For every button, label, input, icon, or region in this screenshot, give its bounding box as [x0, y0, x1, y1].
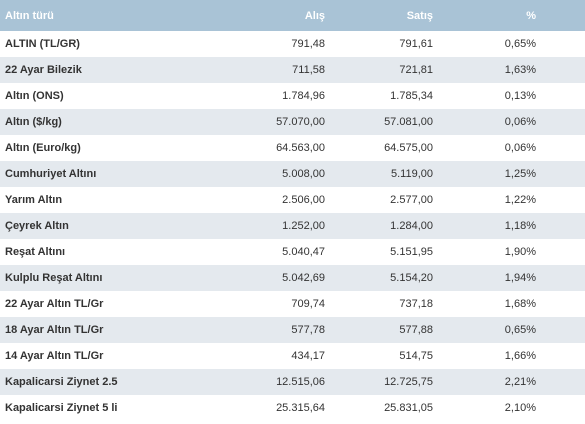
table-row: Çeyrek Altın 1.252,00 1.284,00 1,18%	[0, 213, 585, 239]
gold-type-cell[interactable]: 22 Ayar Altın TL/Gr	[5, 298, 104, 310]
buy-price-cell: 5.040,47	[282, 246, 325, 258]
gold-type-cell[interactable]: ALTIN (TL/GR)	[5, 38, 80, 50]
gold-type-cell[interactable]: Kapalicarsi Ziynet 5 li	[5, 402, 118, 414]
change-percent-cell: 2,21%	[504, 376, 536, 388]
row-spacer	[536, 239, 585, 265]
table-row: 22 Ayar Altın TL/Gr 709,74 737,18 1,68%	[0, 291, 585, 317]
buy-price-cell: 5.042,69	[282, 272, 325, 284]
sell-price-cell: 5.119,00	[390, 168, 433, 180]
gold-type-cell[interactable]: Altın ($/kg)	[5, 116, 62, 128]
gold-type-cell[interactable]: 14 Ayar Altın TL/Gr	[5, 350, 104, 362]
gold-type-cell[interactable]: Altın (Euro/kg)	[5, 142, 81, 154]
header-sell[interactable]: Satış	[406, 9, 433, 22]
row-spacer	[536, 369, 585, 395]
gold-type-cell[interactable]: 22 Ayar Bilezik	[5, 64, 82, 76]
change-percent-cell: 1,68%	[504, 298, 536, 310]
table-row: Yarım Altın 2.506,00 2.577,00 1,22%	[0, 187, 585, 213]
row-spacer	[536, 135, 585, 161]
row-spacer	[536, 395, 585, 421]
row-spacer	[536, 343, 585, 369]
row-spacer	[536, 83, 585, 109]
change-percent-cell: 0,65%	[504, 324, 536, 336]
sell-price-cell: 1.785,34	[390, 90, 433, 102]
change-percent-cell: 1,66%	[504, 350, 536, 362]
sell-price-cell: 577,88	[399, 324, 433, 336]
row-spacer	[536, 31, 585, 57]
row-spacer	[536, 187, 585, 213]
gold-type-cell[interactable]: 18 Ayar Altın TL/Gr	[5, 324, 104, 336]
gold-type-cell[interactable]: Kapalicarsi Ziynet 2.5	[5, 376, 118, 388]
change-percent-cell: 1,90%	[504, 246, 536, 258]
header-spacer	[536, 0, 585, 31]
table-row: ALTIN (TL/GR) 791,48 791,61 0,65%	[0, 31, 585, 57]
table-row: Altın ($/kg) 57.070,00 57.081,00 0,06%	[0, 109, 585, 135]
sell-price-cell: 1.284,00	[390, 220, 433, 232]
buy-price-cell: 577,78	[291, 324, 325, 336]
table-row: Kapalicarsi Ziynet 2.5 12.515,06 12.725,75…	[0, 369, 585, 395]
row-spacer	[536, 317, 585, 343]
buy-price-cell: 2.506,00	[282, 194, 325, 206]
change-percent-cell: 1,22%	[504, 194, 536, 206]
table-row: Kulplu Reşat Altını 5.042,69 5.154,20 1,94%	[0, 265, 585, 291]
change-percent-cell: 2,10%	[504, 402, 536, 414]
row-spacer	[536, 161, 585, 187]
change-percent-cell: 1,63%	[504, 64, 536, 76]
buy-price-cell: 791,48	[291, 38, 325, 50]
header-buy[interactable]: Alış	[304, 9, 325, 22]
table-row: Altın (ONS) 1.784,96 1.785,34 0,13%	[0, 83, 585, 109]
header-gold-type[interactable]: Altın türü	[5, 9, 54, 22]
row-spacer	[536, 213, 585, 239]
sell-price-cell: 5.151,95	[390, 246, 433, 258]
sell-price-cell: 64.575,00	[384, 142, 433, 154]
change-percent-cell: 0,13%	[504, 90, 536, 102]
change-percent-cell: 1,94%	[504, 272, 536, 284]
buy-price-cell: 711,58	[292, 64, 325, 76]
table-row: 22 Ayar Bilezik 711,58 721,81 1,63%	[0, 57, 585, 83]
buy-price-cell: 709,74	[291, 298, 325, 310]
buy-price-cell: 64.563,00	[276, 142, 325, 154]
table-row: Kapalicarsi Ziynet 5 li 25.315,64 25.831,0…	[0, 395, 585, 421]
buy-price-cell: 5.008,00	[282, 168, 325, 180]
table-row: 14 Ayar Altın TL/Gr 434,17 514,75 1,66%	[0, 343, 585, 369]
sell-price-cell: 721,81	[399, 64, 433, 76]
sell-price-cell: 737,18	[399, 298, 433, 310]
gold-type-cell[interactable]: Yarım Altın	[5, 194, 63, 206]
change-percent-cell: 1,18%	[504, 220, 536, 232]
change-percent-cell: 0,06%	[504, 116, 536, 128]
buy-price-cell: 1.784,96	[282, 90, 325, 102]
gold-type-cell[interactable]: Kulplu Reşat Altını	[5, 272, 103, 284]
header-row: Altın türü Alış Satış %	[0, 0, 585, 31]
sell-price-cell: 5.154,20	[390, 272, 433, 284]
sell-price-cell: 2.577,00	[390, 194, 433, 206]
change-percent-cell: 0,06%	[504, 142, 536, 154]
table-row: Cumhuriyet Altını 5.008,00 5.119,00 1,25%	[0, 161, 585, 187]
gold-type-cell[interactable]: Çeyrek Altın	[5, 220, 69, 232]
row-spacer	[536, 265, 585, 291]
sell-price-cell: 25.831,05	[384, 402, 433, 414]
header-percent[interactable]: %	[526, 9, 536, 22]
gold-type-cell[interactable]: Cumhuriyet Altını	[5, 168, 97, 180]
table-header: Altın türü Alış Satış %	[0, 0, 585, 31]
buy-price-cell: 12.515,06	[276, 376, 325, 388]
sell-price-cell: 57.081,00	[384, 116, 433, 128]
row-spacer	[536, 109, 585, 135]
sell-price-cell: 514,75	[399, 350, 433, 362]
gold-type-cell[interactable]: Reşat Altını	[5, 246, 66, 258]
buy-price-cell: 434,17	[291, 350, 325, 362]
sell-price-cell: 791,61	[399, 38, 433, 50]
change-percent-cell: 1,25%	[504, 168, 536, 180]
gold-type-cell[interactable]: Altın (ONS)	[5, 90, 64, 102]
buy-price-cell: 57.070,00	[276, 116, 325, 128]
table-row: Altın (Euro/kg) 64.563,00 64.575,00 0,06%	[0, 135, 585, 161]
table-row: 18 Ayar Altın TL/Gr 577,78 577,88 0,65%	[0, 317, 585, 343]
sell-price-cell: 12.725,75	[384, 376, 433, 388]
row-spacer	[536, 291, 585, 317]
row-spacer	[536, 57, 585, 83]
table-row: Reşat Altını 5.040,47 5.151,95 1,90%	[0, 239, 585, 265]
table-body: ALTIN (TL/GR) 791,48 791,61 0,65% 22 Ayar Bi…	[0, 31, 585, 421]
buy-price-cell: 25.315,64	[276, 402, 325, 414]
buy-price-cell: 1.252,00	[282, 220, 325, 232]
change-percent-cell: 0,65%	[504, 38, 536, 50]
